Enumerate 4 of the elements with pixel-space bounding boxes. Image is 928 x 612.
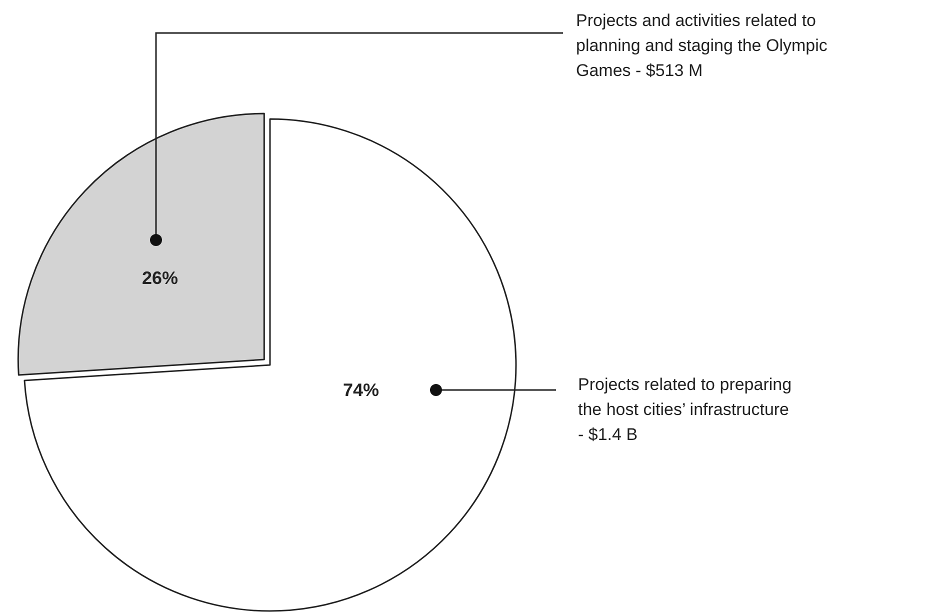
slice-label: Projects and activities related to planning and staging the Olympic Games - $513 M <box>576 11 828 80</box>
data-label: 74% <box>342 380 379 400</box>
slice-label: Projects related to preparing the host cities’ infrastructure - $1.4 B <box>578 375 792 444</box>
data-label: 26% <box>142 268 178 288</box>
